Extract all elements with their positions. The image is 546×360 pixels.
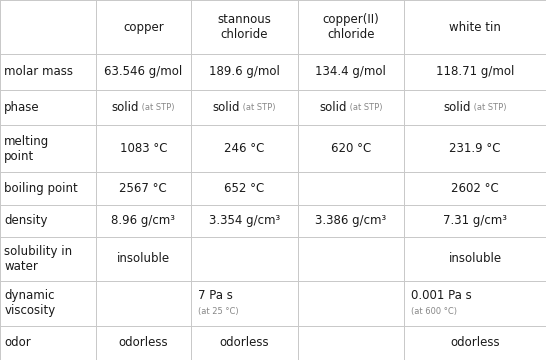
Text: 246 °C: 246 °C xyxy=(224,142,264,155)
Text: 7 Pa s: 7 Pa s xyxy=(198,289,233,302)
Text: 652 °C: 652 °C xyxy=(224,182,264,195)
Text: (at 25 °C): (at 25 °C) xyxy=(198,307,238,316)
Text: solid: solid xyxy=(213,101,240,114)
Text: solid: solid xyxy=(443,101,471,114)
Text: 231.9 °C: 231.9 °C xyxy=(449,142,501,155)
Text: odor: odor xyxy=(4,337,31,350)
Text: melting
point: melting point xyxy=(4,135,50,163)
Text: 189.6 g/mol: 189.6 g/mol xyxy=(209,66,280,78)
Text: white tin: white tin xyxy=(449,21,501,33)
Text: (at 600 °C): (at 600 °C) xyxy=(411,307,456,316)
Text: solubility in
water: solubility in water xyxy=(4,245,73,273)
Text: density: density xyxy=(4,214,48,227)
Text: 63.546 g/mol: 63.546 g/mol xyxy=(104,66,182,78)
Text: copper: copper xyxy=(123,21,164,33)
Text: 3.386 g/cm³: 3.386 g/cm³ xyxy=(315,214,387,227)
Text: dynamic
viscosity: dynamic viscosity xyxy=(4,289,56,318)
Text: 2567 °C: 2567 °C xyxy=(120,182,167,195)
Text: 2602 °C: 2602 °C xyxy=(451,182,499,195)
Text: boiling point: boiling point xyxy=(4,182,78,195)
Text: copper(II)
chloride: copper(II) chloride xyxy=(323,13,379,41)
Text: odorless: odorless xyxy=(450,337,500,350)
Text: (at STP): (at STP) xyxy=(240,103,276,112)
Text: (at STP): (at STP) xyxy=(471,103,507,112)
Text: solid: solid xyxy=(112,101,139,114)
Text: 134.4 g/mol: 134.4 g/mol xyxy=(316,66,386,78)
Text: molar mass: molar mass xyxy=(4,66,73,78)
Text: odorless: odorless xyxy=(118,337,168,350)
Text: (at STP): (at STP) xyxy=(347,103,382,112)
Text: 0.001 Pa s: 0.001 Pa s xyxy=(411,289,471,302)
Text: 8.96 g/cm³: 8.96 g/cm³ xyxy=(111,214,175,227)
Text: stannous
chloride: stannous chloride xyxy=(217,13,271,41)
Text: 620 °C: 620 °C xyxy=(331,142,371,155)
Text: insoluble: insoluble xyxy=(448,252,502,265)
Text: 7.31 g/cm³: 7.31 g/cm³ xyxy=(443,214,507,227)
Text: 118.71 g/mol: 118.71 g/mol xyxy=(436,66,514,78)
Text: phase: phase xyxy=(4,101,40,114)
Text: solid: solid xyxy=(319,101,347,114)
Text: 3.354 g/cm³: 3.354 g/cm³ xyxy=(209,214,280,227)
Text: 1083 °C: 1083 °C xyxy=(120,142,167,155)
Text: odorless: odorless xyxy=(219,337,269,350)
Text: (at STP): (at STP) xyxy=(139,103,175,112)
Text: insoluble: insoluble xyxy=(117,252,170,265)
